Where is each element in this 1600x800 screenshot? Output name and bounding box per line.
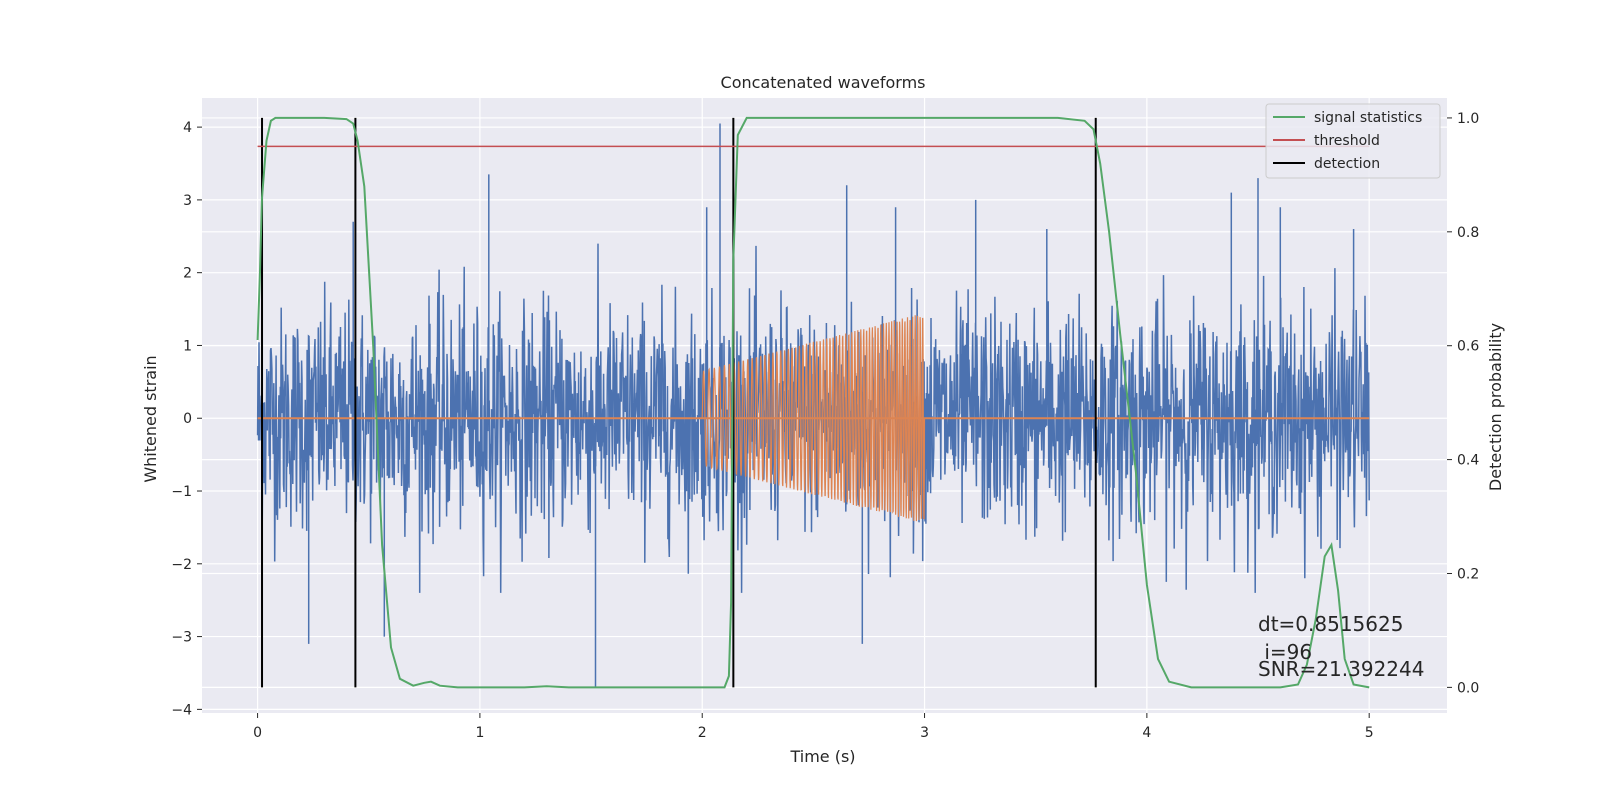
chart-title: Concatenated waveforms — [721, 73, 926, 92]
strain-noise-line — [256, 123, 1370, 688]
legend-label-detection: detection — [1314, 156, 1380, 172]
y2-tick-label: 0.0 — [1457, 680, 1479, 696]
annotation: dt=0.8515625 i=96 SNR=21.392244 — [1258, 612, 1424, 681]
y-tick-label: −1 — [171, 484, 192, 500]
y2-tick-label: 0.8 — [1457, 225, 1479, 241]
y-tick-label: 4 — [183, 120, 192, 136]
y-tick-label: −2 — [171, 557, 192, 573]
legend-label-signal-statistics: signal statistics — [1314, 110, 1422, 126]
y2-tick-label: 1.0 — [1457, 111, 1479, 127]
y-tick-label: 0 — [183, 411, 192, 427]
annotation-dt: dt=0.8515625 — [1258, 612, 1403, 636]
x-tick-label: 0 — [253, 725, 262, 741]
x-axis: 0 1 2 3 4 5 — [253, 713, 1374, 741]
y-tick-label: 2 — [183, 266, 192, 282]
annotation-index: i=96 — [1258, 640, 1312, 664]
annotation-snr: SNR=21.392244 — [1258, 657, 1424, 681]
y-tick-label: −4 — [171, 702, 192, 718]
legend-label-threshold: threshold — [1314, 133, 1380, 149]
y2-tick-label: 0.4 — [1457, 453, 1479, 469]
data-layer — [256, 116, 1370, 689]
injected-chirp-line — [701, 315, 926, 522]
y2-axis-title: Detection probability — [1486, 323, 1505, 491]
x-axis-title: Time (s) — [789, 747, 855, 766]
x-tick-label: 5 — [1365, 725, 1374, 741]
x-tick-label: 3 — [920, 725, 929, 741]
x-tick-label: 4 — [1142, 725, 1151, 741]
signal-statistics-line — [256, 116, 1370, 689]
y2-tick-label: 0.6 — [1457, 339, 1479, 355]
y-tick-label: −3 — [171, 630, 192, 646]
y-tick-label: 1 — [183, 338, 192, 354]
legend: signal statistics threshold detection — [1265, 103, 1441, 179]
y2-tick-label: 0.2 — [1457, 566, 1479, 582]
x-tick-label: 1 — [475, 725, 484, 741]
right-axis: 0.0 0.2 0.4 0.6 0.8 1.0 — [1447, 111, 1479, 696]
left-axis: −4 −3 −2 −1 0 1 2 3 4 — [171, 120, 202, 718]
x-tick-label: 2 — [698, 725, 707, 741]
plot-area — [202, 98, 1447, 713]
y-tick-label: 3 — [183, 193, 192, 209]
y-axis-title: Whitened strain — [141, 355, 160, 482]
legend-box — [1265, 103, 1441, 179]
